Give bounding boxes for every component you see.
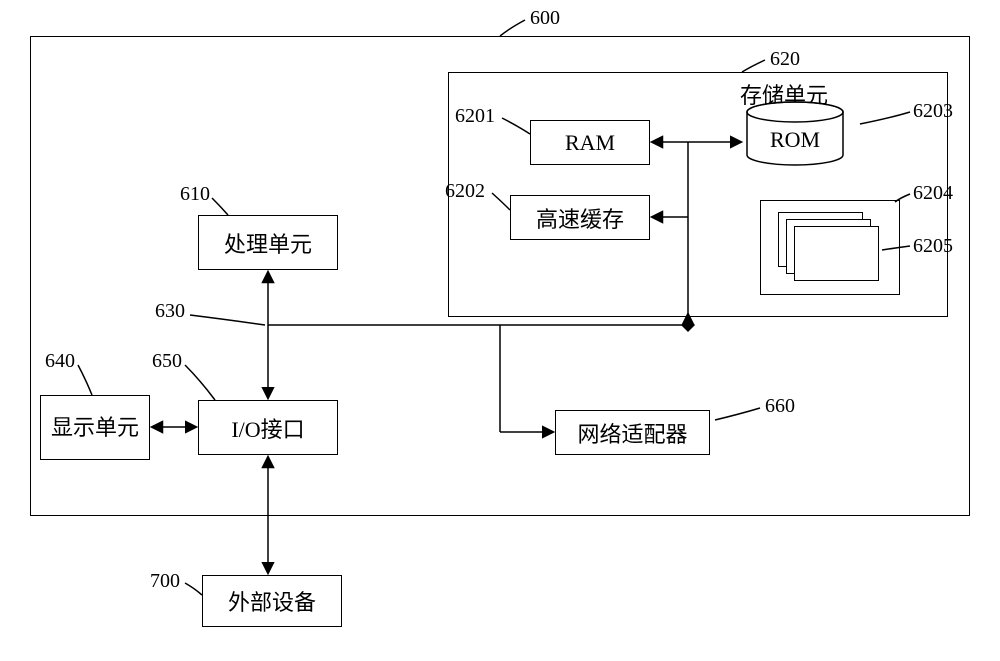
ram-label: RAM: [565, 130, 615, 156]
io-label: I/O接口: [231, 412, 304, 444]
netadapter-label: 网络适配器: [577, 417, 687, 449]
label-6203: 6203: [913, 100, 953, 123]
label-6201: 6201: [455, 105, 495, 128]
label-630: 630: [155, 300, 185, 323]
display-box: 显示单元: [40, 395, 150, 460]
label-6202: 6202: [445, 180, 485, 203]
display-label: 显示单元: [51, 414, 139, 442]
label-600: 600: [530, 7, 560, 30]
label-610: 610: [180, 183, 210, 206]
netadapter-box: 网络适配器: [555, 410, 710, 455]
stacked-rects: [778, 212, 883, 284]
processing-unit-label: 处理单元: [224, 227, 312, 259]
label-640: 640: [45, 350, 75, 373]
rom-cylinder: ROM: [745, 105, 845, 165]
cache-box: 高速缓存: [510, 195, 650, 240]
ram-box: RAM: [530, 120, 650, 165]
label-650: 650: [152, 350, 182, 373]
processing-unit-box: 处理单元: [198, 215, 338, 270]
io-box: I/O接口: [198, 400, 338, 455]
rom-label: ROM: [745, 127, 845, 153]
external-label: 外部设备: [228, 585, 316, 617]
label-620: 620: [770, 48, 800, 71]
label-700: 700: [150, 570, 180, 593]
label-6205: 6205: [913, 235, 953, 258]
cache-label: 高速缓存: [536, 202, 624, 234]
label-6204: 6204: [913, 182, 953, 205]
external-box: 外部设备: [202, 575, 342, 627]
label-660: 660: [765, 395, 795, 418]
